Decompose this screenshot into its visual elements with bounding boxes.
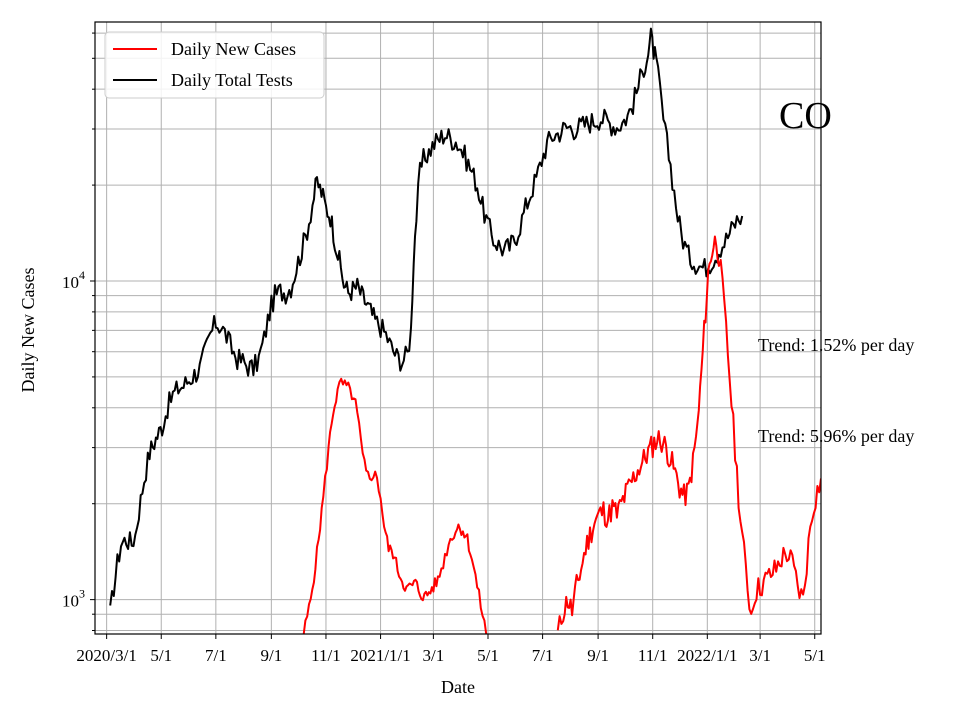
x-tick-label: 3/1 bbox=[749, 646, 771, 665]
x-tick-label: 9/1 bbox=[260, 646, 282, 665]
x-tick-label: 11/1 bbox=[311, 646, 341, 665]
x-tick-label: 7/1 bbox=[205, 646, 227, 665]
legend-box bbox=[104, 31, 325, 99]
y-tick-label: 104 bbox=[62, 268, 85, 292]
plot-frame bbox=[94, 21, 822, 635]
trend-annotation-tests: Trend: 1.52% per day bbox=[758, 335, 914, 355]
x-tick-label: 3/1 bbox=[423, 646, 445, 665]
x-tick-label: 2020/3/1 bbox=[76, 646, 136, 665]
y-axis-label: Daily New Cases bbox=[18, 268, 38, 393]
x-tick-label: 5/1 bbox=[804, 646, 826, 665]
x-tick-label: 9/1 bbox=[587, 646, 609, 665]
x-tick-label: 5/1 bbox=[150, 646, 172, 665]
x-axis-label: Date bbox=[441, 677, 475, 697]
x-tick-label: 7/1 bbox=[532, 646, 554, 665]
series-line-daily-new-cases-2 bbox=[556, 235, 821, 631]
y-tick-exponent: 4 bbox=[79, 268, 85, 282]
y-tick-label: 103 bbox=[62, 587, 85, 611]
series-line-daily-new-cases bbox=[302, 377, 488, 634]
y-tick-exponent: 3 bbox=[79, 587, 85, 601]
trend-annotation-cases: Trend: 5.96% per day bbox=[758, 426, 914, 446]
state-label: CO bbox=[779, 95, 832, 137]
legend-label-tests: Daily Total Tests bbox=[171, 70, 293, 90]
grid bbox=[95, 22, 821, 634]
legend: Daily New Cases Daily Total Tests bbox=[104, 31, 325, 99]
x-tick-label: 5/1 bbox=[477, 646, 499, 665]
legend-label-cases: Daily New Cases bbox=[171, 39, 296, 59]
axis-ticks: 2020/3/1 5/1 7/1 9/1 11/1 2021/1/1 3/1 5/1 7/1 9/… bbox=[62, 32, 826, 665]
series-line-daily-total-tests bbox=[109, 27, 744, 606]
series-layer bbox=[109, 27, 821, 634]
x-tick-label: 2021/1/1 bbox=[350, 646, 410, 665]
x-tick-label: 11/1 bbox=[638, 646, 668, 665]
x-tick-label: 2022/1/1 bbox=[677, 646, 737, 665]
